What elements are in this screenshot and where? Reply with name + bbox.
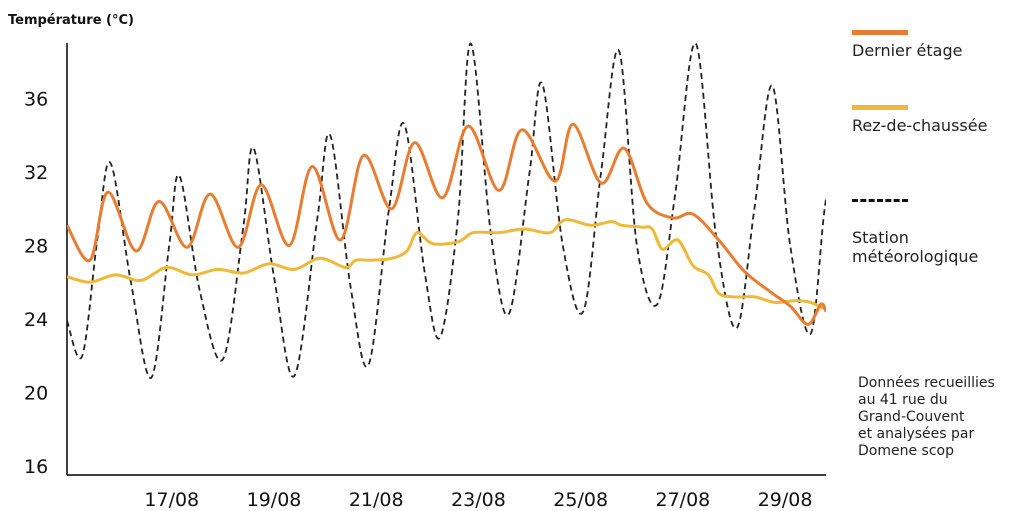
x-tick-label: 27/08: [656, 489, 711, 511]
legend-label: Dernier étage: [852, 41, 963, 60]
legend-swatch-orange: [852, 30, 908, 35]
x-tick-label: 29/08: [758, 489, 813, 511]
legend-label: Station météorologique: [852, 228, 979, 266]
series-line-station-meteo: [67, 42, 826, 379]
y-tick-label: 16: [24, 456, 48, 478]
legend-swatch-yellow: [852, 105, 908, 110]
y-tick-label: 20: [24, 382, 48, 404]
series-line-dernier-etage: [67, 122, 826, 326]
x-tick-label: 21/08: [349, 489, 404, 511]
y-tick-label: 28: [24, 235, 48, 257]
legend-item-rez-de-chaussee: Rez-de-chaussée: [852, 105, 987, 135]
x-tick-label: 25/08: [553, 489, 608, 511]
x-tick-label: 23/08: [451, 489, 506, 511]
y-axis-label: Température (°C): [8, 13, 134, 28]
legend-label: Rez-de-chaussée: [852, 116, 988, 135]
source-note: Données recueillies au 41 rue du Grand-C…: [858, 375, 995, 459]
y-tick-label: 32: [24, 162, 48, 184]
x-tick-label: 17/08: [144, 489, 199, 511]
legend-item-station-meteo: Station météorologique: [852, 180, 978, 266]
y-tick-label: 36: [24, 89, 48, 111]
x-tick-label: 19/08: [247, 489, 302, 511]
legend-item-dernier-etage: Dernier étage: [852, 30, 962, 60]
y-tick-label: 24: [24, 309, 48, 331]
legend-swatch-dashed: [852, 199, 908, 202]
series-line-rez-de-chaussee: [67, 218, 826, 312]
